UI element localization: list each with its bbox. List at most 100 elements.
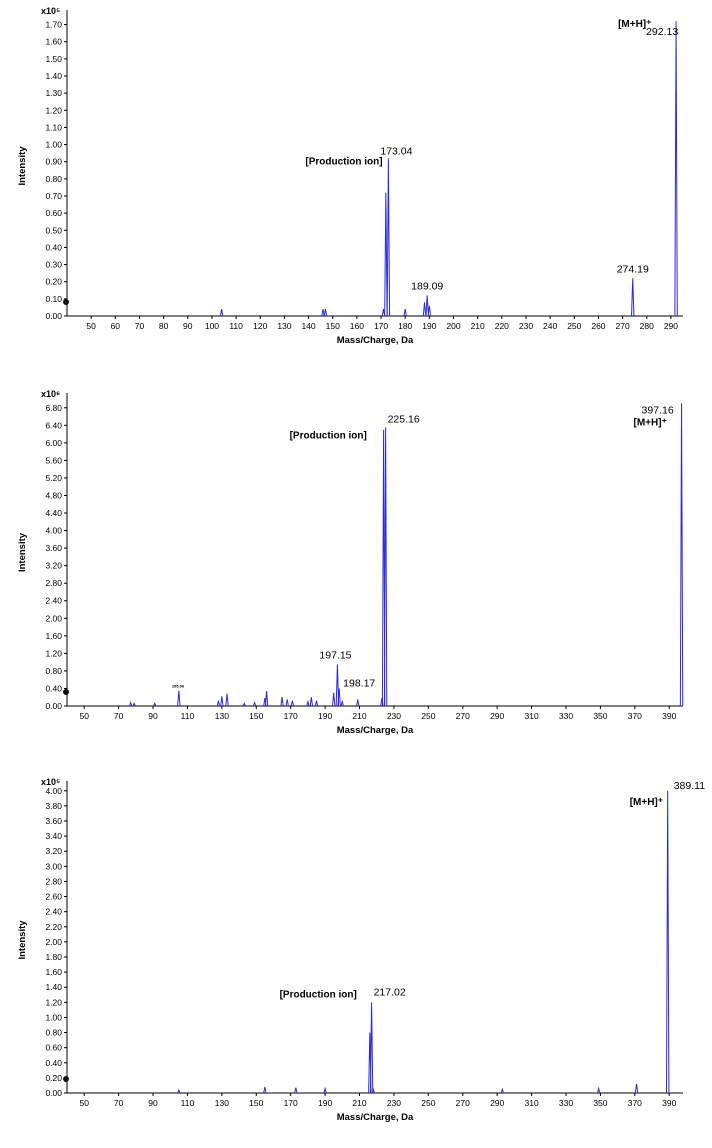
spectrum-3-x-tick-label: 290 bbox=[490, 1098, 504, 1108]
spectrum-3-peak bbox=[371, 1087, 375, 1094]
spectrum-1-annotation: [M+H]⁺ bbox=[618, 19, 651, 30]
spectrum-1-baseline-marker bbox=[63, 299, 69, 305]
spectrum-1-y-tick-label: 0.80 bbox=[45, 174, 62, 184]
spectrum-chart-1: 0.00 0.10 0.20 0.30 0.40 0.50 0.60 0.70 0.80 0.90… bbox=[17, 6, 683, 346]
spectrum-1-x-tick-label: 180 bbox=[398, 321, 412, 331]
spectrum-1-peak bbox=[321, 309, 325, 317]
spectrum-1-peak-label: 292.13 bbox=[646, 26, 678, 38]
spectrum-2-y-tick-label: 2.40 bbox=[45, 596, 62, 606]
spectrum-3-x-tick-label: 370 bbox=[628, 1098, 642, 1108]
spectrum-3-y-tick-label: 1.80 bbox=[45, 952, 62, 962]
spectrum-3-x-tick-label: 170 bbox=[284, 1098, 298, 1108]
spectrum-2-intensity-multiplier: x10⁶ bbox=[41, 389, 60, 399]
spectrum-3-x-tick-label: 90 bbox=[148, 1098, 158, 1108]
spectrum-2-peak bbox=[252, 700, 257, 707]
spectrum-3-peak bbox=[323, 1086, 327, 1094]
spectrum-1-x-tick-label: 50 bbox=[86, 321, 96, 331]
spectrum-2-y-tick-label: 1.60 bbox=[45, 631, 62, 641]
spectrum-2-y-tick-label: 0.00 bbox=[45, 701, 62, 711]
spectrum-1-x-tick-label: 130 bbox=[277, 321, 291, 331]
spectrum-1-x-tick-label: 260 bbox=[591, 321, 605, 331]
spectrum-2-peak-label: 198.17 bbox=[343, 677, 375, 689]
spectrum-3-y-tick-label: 0.20 bbox=[45, 1073, 62, 1083]
spectrum-1-y-tick-label: 1.30 bbox=[45, 88, 62, 98]
spectrum-1-annotation: [Production ion] bbox=[305, 156, 382, 167]
spectrum-3-peak bbox=[597, 1086, 601, 1094]
spectrum-1-x-tick-label: 270 bbox=[616, 321, 630, 331]
spectrum-2-peak bbox=[340, 699, 344, 707]
spectrum-3-baseline-marker bbox=[63, 1076, 69, 1082]
spectrum-1-y-tick-label: 0.40 bbox=[45, 242, 62, 252]
spectrum-3-y-tick-label: 3.20 bbox=[45, 846, 62, 856]
spectrum-1-x-tick-label: 240 bbox=[543, 321, 557, 331]
spectrum-3-x-tick-label: 270 bbox=[456, 1098, 470, 1108]
spectrum-1-x-tick-label: 110 bbox=[229, 321, 243, 331]
spectrum-1-peak bbox=[674, 21, 678, 317]
spectrum-3-y-tick-label: 2.80 bbox=[45, 876, 62, 886]
spectrum-2-y-tick-label: 6.40 bbox=[45, 420, 62, 430]
spectrum-1-x-tick-label: 90 bbox=[183, 321, 193, 331]
spectrum-2-x-tick-label: 230 bbox=[387, 711, 401, 721]
spectrum-2-peak bbox=[220, 696, 224, 707]
spectrum-3-x-tick-label: 190 bbox=[318, 1098, 332, 1108]
spectrum-1-y-tick-label: 1.10 bbox=[45, 122, 62, 132]
spectrum-3-peak bbox=[666, 790, 670, 1094]
spectrum-2-x-tick-label: 310 bbox=[524, 711, 538, 721]
spectrum-2-x-tick-label: 70 bbox=[114, 711, 124, 721]
spectrum-3-peak-label: 389.11 bbox=[674, 780, 705, 792]
spectrum-3-x-tick-label: 390 bbox=[662, 1098, 676, 1108]
spectrum-2-peak-label: 397.16 bbox=[642, 404, 674, 416]
spectrum-3-x-tick-label: 150 bbox=[249, 1098, 263, 1108]
spectrum-2-peak bbox=[242, 702, 246, 707]
spectrum-2-x-tick-label: 270 bbox=[456, 711, 470, 721]
spectrum-chart-3: 0.00 0.20 0.40 0.60 0.80 1.00 1.20 1.40 1.60 1.80… bbox=[17, 777, 705, 1123]
spectrum-3-x-tick-label: 230 bbox=[387, 1098, 401, 1108]
spectrum-2-x-tick-label: 250 bbox=[421, 711, 435, 721]
spectrum-2-y-axis-title: Intensity bbox=[17, 532, 28, 572]
spectrum-3-x-tick-label: 350 bbox=[593, 1098, 607, 1108]
spectrum-2-y-tick-label: 6.80 bbox=[45, 403, 62, 413]
spectrum-3-y-tick-label: 2.20 bbox=[45, 922, 62, 932]
spectrum-2-peak bbox=[337, 688, 341, 707]
spectrum-3-x-tick-label: 130 bbox=[215, 1098, 229, 1108]
spectrum-1-x-tick-label: 190 bbox=[422, 321, 436, 331]
spectrum-2-peak bbox=[153, 702, 157, 707]
spectrum-3-x-tick-label: 110 bbox=[181, 1098, 195, 1108]
spectrum-1-y-axis-title: Intensity bbox=[17, 146, 28, 186]
spectrum-2-x-tick-label: 130 bbox=[215, 711, 229, 721]
spectrum-3-peak bbox=[500, 1087, 505, 1094]
spectrum-3-y-tick-label: 3.00 bbox=[45, 861, 62, 871]
spectrum-1-x-axis-title: Mass/Charge, Da bbox=[337, 335, 414, 346]
spectrum-3-y-tick-label: 0.80 bbox=[45, 1028, 62, 1038]
spectrum-1-x-tick-label: 150 bbox=[326, 321, 340, 331]
spectrum-2-peak bbox=[285, 699, 289, 707]
spectrum-2-x-tick-label: 190 bbox=[318, 711, 332, 721]
spectrum-3-y-tick-label: 3.60 bbox=[45, 816, 62, 826]
spectrum-1-x-tick-label: 210 bbox=[471, 321, 485, 331]
spectrum-3-x-tick-label: 310 bbox=[524, 1098, 538, 1108]
spectrum-3-y-tick-label: 0.40 bbox=[45, 1058, 62, 1068]
spectrum-1-peak bbox=[425, 295, 429, 317]
spectrum-2-peak-label: 105.06 bbox=[172, 684, 185, 689]
spectrum-1-y-tick-label: 1.50 bbox=[45, 54, 62, 64]
spectrum-3-y-tick-label: 1.60 bbox=[45, 967, 62, 977]
spectrum-1-y-tick-label: 1.70 bbox=[45, 20, 62, 30]
spectrum-2-y-tick-label: 6.00 bbox=[45, 438, 62, 448]
spectrum-3-y-tick-label: 3.80 bbox=[45, 801, 62, 811]
spectrum-3-annotation: [Production ion] bbox=[280, 989, 357, 1000]
spectrum-1-y-tick-label: 0.60 bbox=[45, 208, 62, 218]
spectrum-3-x-axis-title: Mass/Charge, Da bbox=[337, 1112, 414, 1123]
spectrum-1-x-tick-label: 250 bbox=[567, 321, 581, 331]
spectrum-2-y-tick-label: 5.20 bbox=[45, 473, 62, 483]
spectrum-2-y-tick-label: 5.60 bbox=[45, 455, 62, 465]
spectrum-1-peak bbox=[386, 158, 391, 317]
spectrum-2-y-tick-label: 4.80 bbox=[45, 490, 62, 500]
spectrum-3-y-tick-label: 2.00 bbox=[45, 937, 62, 947]
spectrum-3-peak bbox=[177, 1088, 181, 1094]
spectrum-2-x-axis-title: Mass/Charge, Da bbox=[337, 725, 414, 736]
spectrum-2-y-tick-label: 3.20 bbox=[45, 561, 62, 571]
spectrum-1-x-tick-label: 60 bbox=[111, 321, 121, 331]
spectrum-3-x-tick-label: 250 bbox=[421, 1098, 435, 1108]
spectrum-1-y-tick-label: 0.20 bbox=[45, 277, 62, 287]
spectrum-2-x-tick-label: 330 bbox=[559, 711, 573, 721]
